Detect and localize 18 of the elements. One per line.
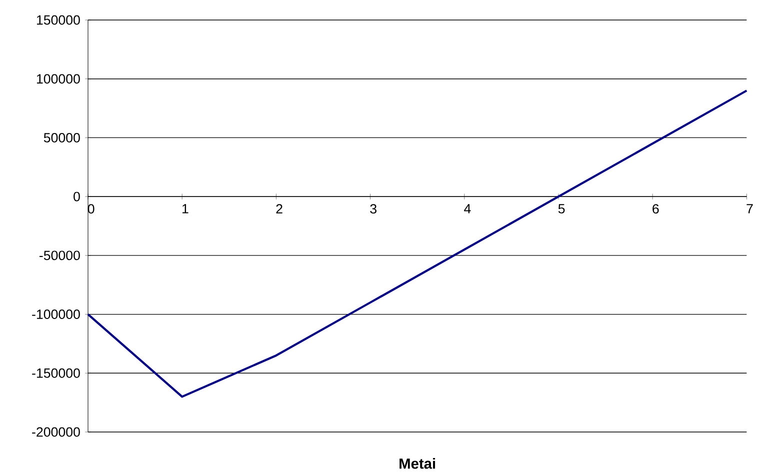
y-tick-label: -200000 — [32, 427, 80, 437]
line-series — [86, 90, 748, 398]
x-tick-label: 1 — [182, 204, 188, 214]
x-tick-label: 6 — [652, 204, 659, 214]
x-tick-label: 0 — [88, 204, 94, 214]
y-tick-label: -50000 — [40, 250, 80, 260]
x-tick-label: 5 — [558, 204, 565, 214]
y-tick-label: -150000 — [32, 368, 80, 378]
x-axis-title: Metai — [400, 458, 436, 469]
y-tick-label: 0 — [74, 192, 80, 202]
x-tick-label: 2 — [276, 204, 282, 214]
x-tick-label: 7 — [746, 204, 753, 214]
y-tick-label: 150000 — [36, 15, 80, 25]
y-tick-label: -100000 — [32, 310, 80, 319]
x-tick-label: 4 — [464, 204, 471, 214]
y-tick-label: 50000 — [44, 132, 80, 142]
x-tick-label: 3 — [370, 204, 376, 214]
y-tick-label: 100000 — [36, 74, 80, 84]
